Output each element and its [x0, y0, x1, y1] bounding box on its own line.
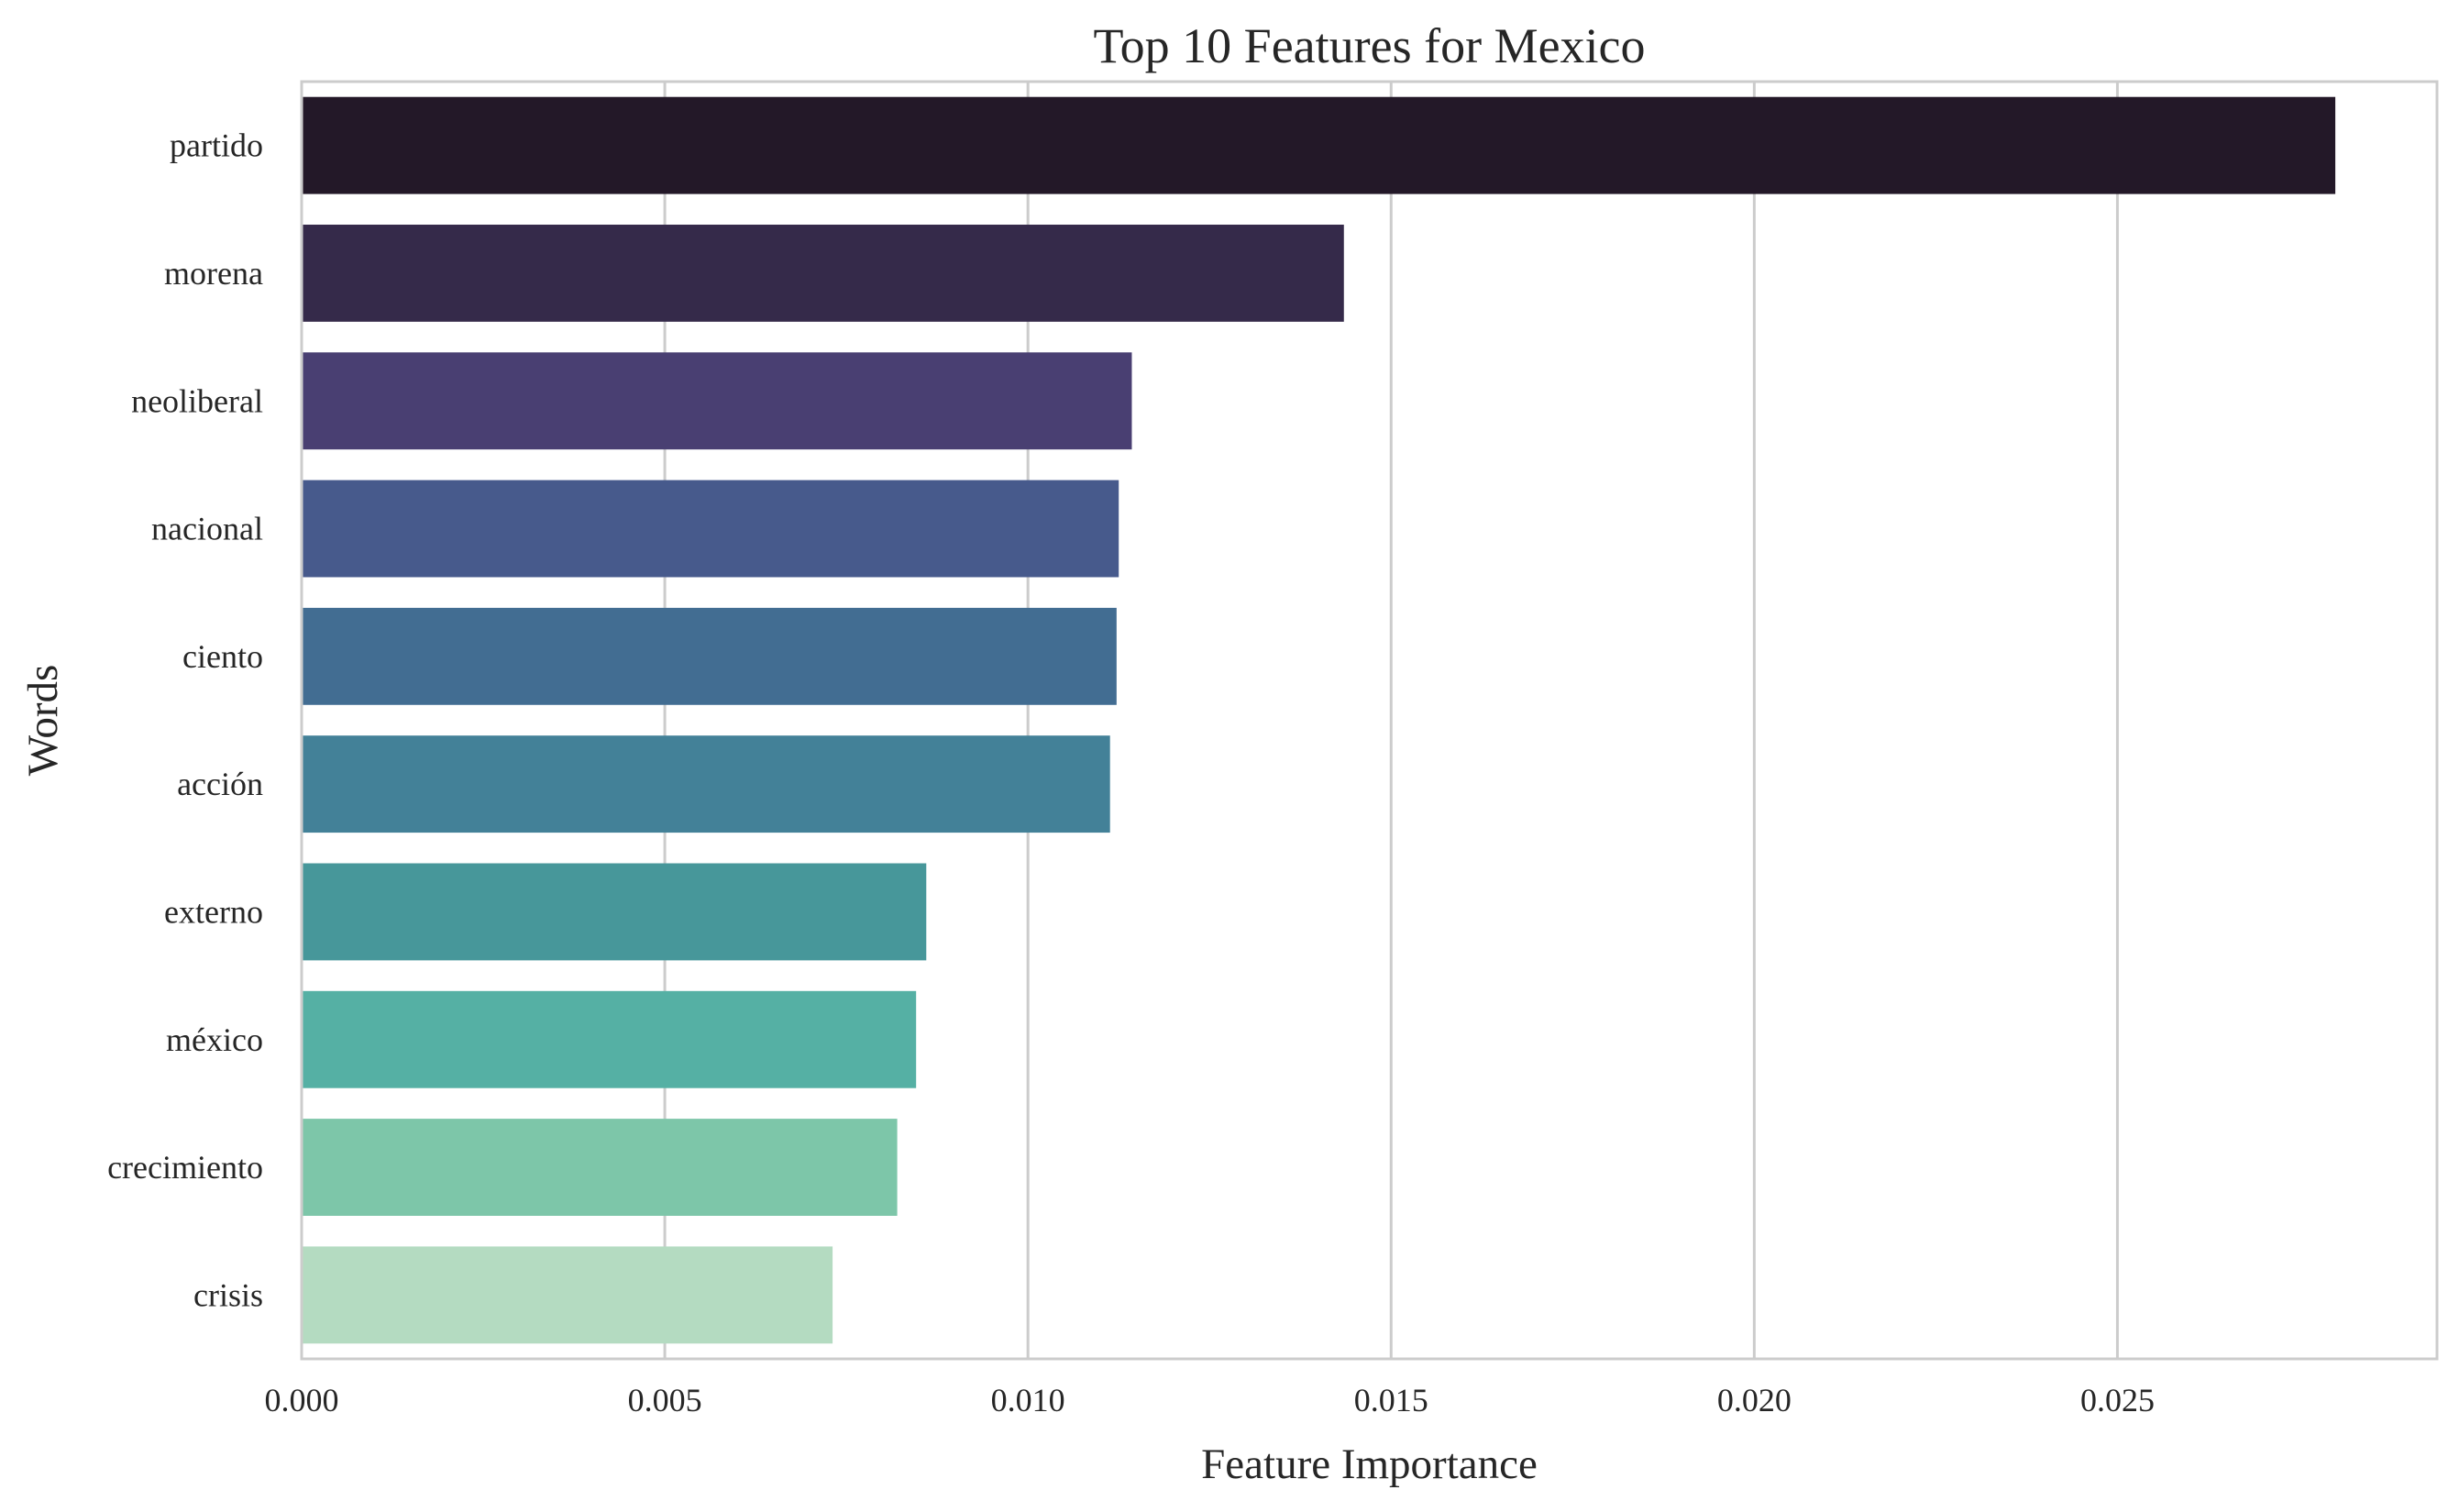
x-tick-label-2: 0.010 — [991, 1382, 1065, 1418]
x-tick-label-0: 0.000 — [265, 1382, 339, 1418]
bar-8 — [302, 1119, 898, 1216]
x-tick-label-3: 0.015 — [1354, 1382, 1428, 1418]
x-tick-label-5: 0.025 — [2080, 1382, 2155, 1418]
y-tick-label-6: externo — [164, 893, 263, 930]
bar-2 — [302, 352, 1132, 450]
y-tick-label-1: morena — [164, 255, 263, 292]
y-tick-label-5: acción — [177, 766, 263, 802]
x-axis-label: Feature Importance — [1201, 1440, 1538, 1488]
y-tick-label-4: ciento — [182, 638, 263, 675]
y-tick-label-7: méxico — [166, 1021, 263, 1058]
bar-4 — [302, 607, 1117, 705]
bar-0 — [302, 96, 2336, 194]
y-tick-label-8: crecimiento — [107, 1149, 263, 1186]
y-axis-label: Words — [19, 665, 67, 777]
bars — [302, 96, 2336, 1344]
bar-5 — [302, 735, 1110, 833]
x-tick-label-1: 0.005 — [628, 1382, 702, 1418]
bar-3 — [302, 480, 1119, 578]
y-tick-label-2: neoliberal — [131, 382, 263, 419]
x-tick-labels: 0.000 0.005 0.010 0.015 0.020 0.025 — [265, 1382, 2155, 1418]
bar-7 — [302, 990, 917, 1088]
chart-title: Top 10 Features for Mexico — [1093, 18, 1645, 73]
bar-9 — [302, 1246, 833, 1344]
x-tick-label-4: 0.020 — [1717, 1382, 1792, 1418]
bar-6 — [302, 863, 927, 961]
y-tick-label-9: crisis — [193, 1276, 263, 1313]
y-category-labels: partido morena neoliberal nacional ciento acc… — [107, 127, 263, 1314]
bar-1 — [302, 225, 1344, 322]
plot-frame — [300, 80, 2439, 1361]
y-tick-label-3: nacional — [151, 511, 263, 547]
y-tick-label-0: partido — [170, 127, 263, 164]
